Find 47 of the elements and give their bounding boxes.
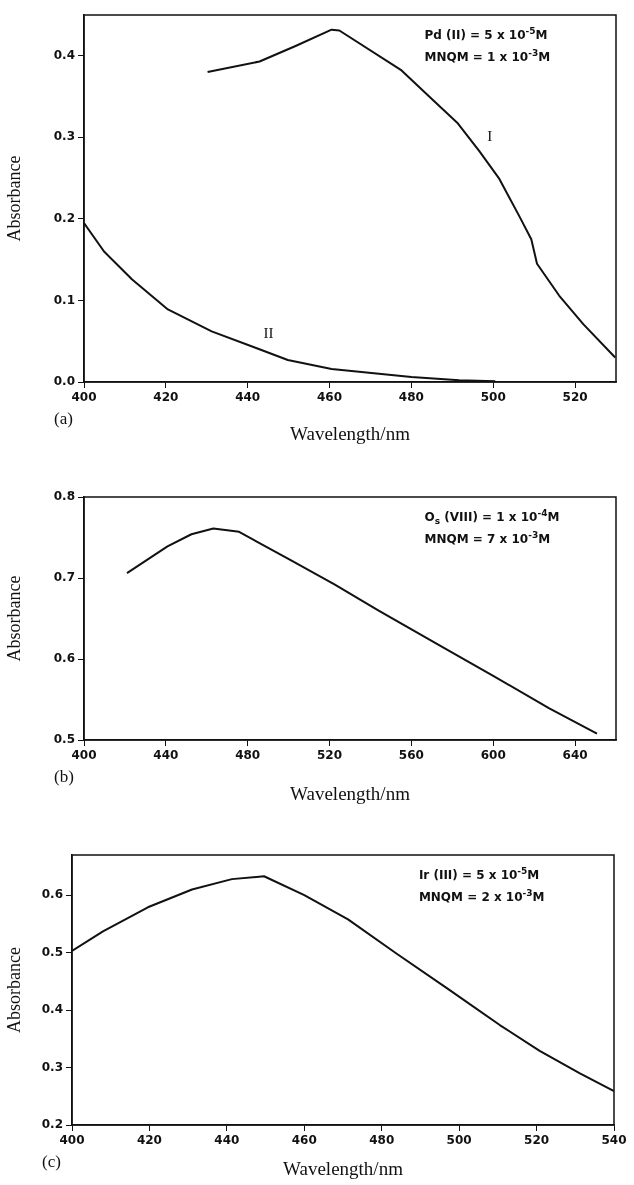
- x-tick-label: 520: [524, 1133, 550, 1148]
- y-tick-label: 0.3: [41, 1059, 63, 1074]
- x-tick-label: 500: [446, 1133, 472, 1148]
- x-tick-label: 440: [235, 390, 261, 405]
- series-label: I: [487, 128, 493, 145]
- x-tick-label: 440: [214, 1133, 240, 1148]
- series-label: II: [263, 324, 274, 341]
- x-tick-label: 460: [291, 1133, 317, 1148]
- x-tick-label: 520: [317, 748, 343, 763]
- x-tick-label: 640: [562, 748, 588, 763]
- x-tick-label: 500: [480, 390, 506, 405]
- x-axis-title: Wavelength/nm: [290, 782, 411, 804]
- text: (c): [42, 1152, 61, 1171]
- x-tick-label: 400: [59, 1133, 85, 1148]
- text: (a): [54, 409, 73, 428]
- x-tick-label: 520: [562, 390, 588, 405]
- y-tick-label: 0.5: [41, 944, 63, 959]
- y-axis-title: Absorbance: [3, 947, 24, 1033]
- x-tick-label: 480: [235, 748, 261, 763]
- y-tick-label: 0.1: [53, 292, 75, 307]
- y-tick-label: 0.6: [41, 887, 63, 902]
- y-tick-label: 0.4: [53, 47, 75, 62]
- y-axis-title: Absorbance: [3, 575, 24, 662]
- x-tick-label: 420: [136, 1133, 162, 1148]
- y-tick-label: 0.2: [53, 211, 75, 226]
- x-tick-label: 540: [601, 1133, 627, 1148]
- x-tick-label: 460: [317, 390, 343, 405]
- y-tick-label: 0.5: [53, 732, 75, 747]
- y-tick-label: 0.3: [53, 129, 75, 144]
- x-tick-label: 400: [71, 748, 97, 763]
- y-axis-title: Absorbance: [3, 155, 24, 242]
- x-tick-label: 400: [71, 390, 97, 405]
- y-tick-label: 0.7: [53, 570, 75, 585]
- y-tick-label: 0.0: [53, 374, 75, 389]
- x-tick-label: 420: [153, 390, 179, 405]
- x-tick-label: 480: [398, 390, 424, 405]
- y-tick-label: 0.6: [53, 651, 75, 666]
- y-tick-label: 0.4: [41, 1002, 63, 1017]
- x-tick-label: 600: [480, 748, 506, 763]
- x-axis-title: Wavelength/nm: [290, 422, 411, 444]
- x-tick-label: 480: [369, 1133, 395, 1148]
- text: (b): [54, 767, 74, 786]
- x-tick-label: 560: [398, 748, 424, 763]
- y-tick-label: 0.8: [53, 489, 75, 504]
- x-axis-title: Wavelength/nm: [283, 1157, 404, 1179]
- y-tick-label: 0.2: [41, 1117, 63, 1132]
- x-tick-label: 440: [153, 748, 179, 763]
